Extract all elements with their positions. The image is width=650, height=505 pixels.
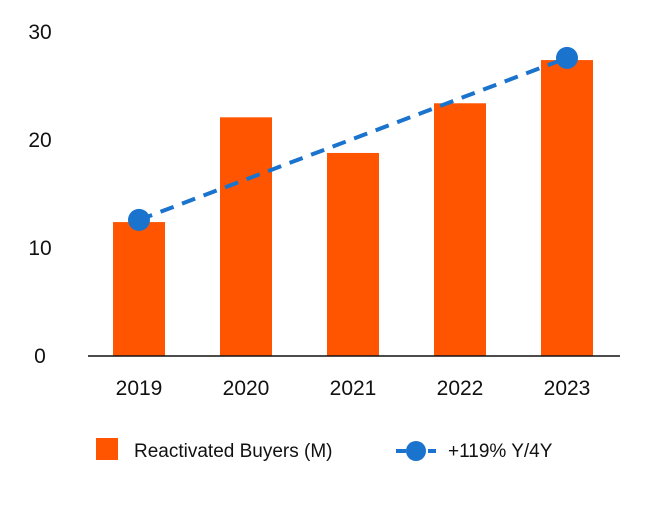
legend-line-marker bbox=[406, 441, 426, 461]
legend: Reactivated Buyers (M) +119% Y/4Y bbox=[96, 438, 553, 462]
bar bbox=[220, 117, 272, 356]
x-axis-ticks: 2019 2020 2021 2022 2023 bbox=[116, 377, 591, 400]
legend-line-label: +119% Y/4Y bbox=[448, 441, 553, 462]
y-axis-ticks: 0 10 20 30 bbox=[28, 21, 51, 368]
y-tick-label: 0 bbox=[34, 345, 46, 368]
x-tick-label: 2019 bbox=[116, 377, 163, 400]
y-tick-label: 20 bbox=[28, 129, 51, 152]
y-tick-label: 10 bbox=[28, 237, 51, 260]
bar bbox=[541, 60, 593, 357]
bar bbox=[434, 103, 486, 356]
trend-series bbox=[128, 46, 578, 231]
y-tick-label: 30 bbox=[28, 21, 51, 44]
trend-point bbox=[128, 208, 150, 231]
legend-bar-label: Reactivated Buyers (M) bbox=[134, 441, 333, 462]
trend-line bbox=[138, 56, 568, 222]
trend-point bbox=[556, 46, 578, 69]
legend-bar-swatch bbox=[96, 438, 118, 460]
x-tick-label: 2020 bbox=[223, 377, 270, 400]
x-tick-label: 2023 bbox=[544, 377, 591, 400]
bar bbox=[327, 152, 379, 356]
bar bbox=[113, 222, 165, 356]
bar-series bbox=[113, 60, 593, 357]
x-tick-label: 2022 bbox=[437, 377, 484, 400]
x-tick-label: 2021 bbox=[330, 377, 377, 400]
